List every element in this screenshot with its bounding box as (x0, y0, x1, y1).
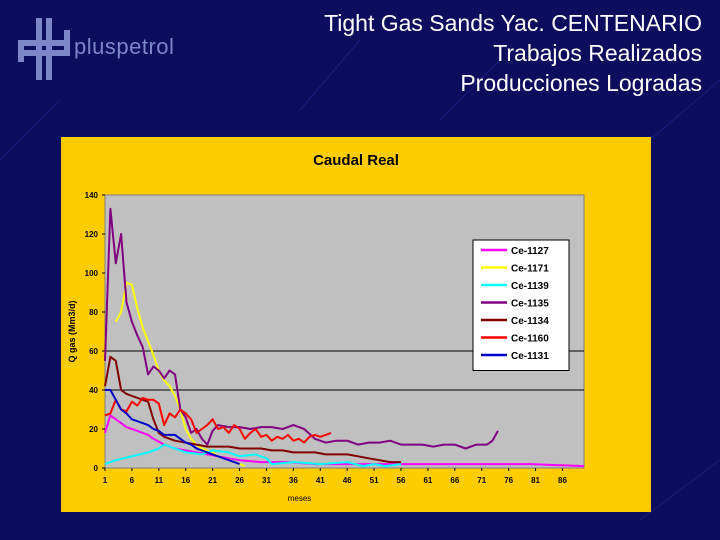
chart-panel: Caudal Real 0 20 40 60 80 100 120 140 1 6 11 16 21 26 3… (61, 137, 651, 512)
x-tick-label: 1 (103, 476, 108, 485)
series-line-ce-1135 (104, 207, 499, 450)
x-tick-label: 56 (397, 476, 406, 485)
logo-text: pluspetrol (74, 34, 175, 59)
y-tick-label: 40 (89, 386, 98, 395)
chart-title: Caudal Real (313, 152, 399, 169)
legend-label: Ce-1139 (511, 281, 549, 292)
legend-label: Ce-1135 (511, 299, 549, 310)
series-line-ce-1134 (104, 355, 401, 464)
x-tick-label: 86 (558, 476, 567, 485)
x-tick-label: 11 (155, 476, 164, 485)
x-axis-label: meses (288, 494, 312, 503)
x-tick-label: 41 (316, 476, 325, 485)
y-axis-label: Q gas (Mm3/d) (67, 300, 77, 362)
y-tick-label: 20 (89, 425, 98, 434)
y-tick-label: 80 (89, 308, 98, 317)
legend-label: Ce-1160 (511, 334, 549, 345)
x-tick-label: 71 (477, 476, 486, 485)
series-line-ce-1139 (104, 443, 402, 468)
series-line-ce-1160 (104, 396, 332, 444)
x-tick-label: 46 (343, 476, 352, 485)
title-line-1: Tight Gas Sands Yac. CENTENARIO (324, 10, 702, 36)
pluspetrol-logo-icon (18, 18, 70, 80)
y-tick-label: 0 (94, 464, 99, 473)
pluspetrol-logo (14, 16, 214, 86)
y-tick-label: 120 (85, 230, 99, 239)
x-tick-label: 76 (504, 476, 513, 485)
slide-title: Tight Gas Sands Yac. CENTENARIO Trabajos… (324, 8, 702, 98)
x-tick-label: 61 (423, 476, 432, 485)
x-tick-label: 21 (208, 476, 217, 485)
legend-label: Ce-1171 (511, 264, 549, 275)
legend-label: Ce-1134 (511, 316, 549, 327)
y-tick-label: 140 (85, 191, 99, 200)
title-line-2: Trabajos Realizados (493, 40, 702, 66)
legend-label: Ce-1131 (511, 351, 549, 362)
y-tick-label: 60 (89, 347, 98, 356)
x-tick-label: 81 (531, 476, 540, 485)
x-tick-label: 66 (450, 476, 459, 485)
series-line-ce-1131 (105, 389, 240, 466)
x-tick-label: 6 (130, 476, 135, 485)
y-tick-label: 100 (85, 269, 99, 278)
x-tick-label: 51 (370, 476, 379, 485)
x-tick-label: 16 (181, 476, 190, 485)
x-tick-label: 36 (289, 476, 298, 485)
x-tick-label: 26 (235, 476, 244, 485)
x-tick-label: 31 (262, 476, 271, 485)
legend-label: Ce-1127 (511, 246, 549, 257)
legend-box (472, 239, 570, 371)
title-line-3: Producciones Logradas (460, 70, 702, 96)
